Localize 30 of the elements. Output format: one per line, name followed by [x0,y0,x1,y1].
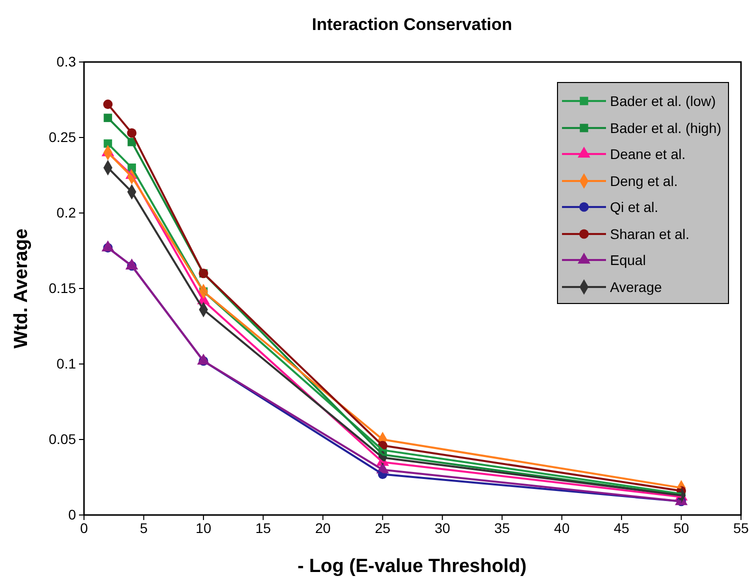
y-tick-label: 0.1 [56,355,76,372]
y-tick-label: 0.25 [48,128,76,145]
x-tick-label: 25 [374,520,391,536]
y-tick-label: 0.15 [48,280,76,296]
y-tick-label: 0.05 [48,430,76,447]
legend-label: Qi et al. [610,199,658,216]
x-tick-label: 5 [140,520,148,536]
x-axis-title: - Log (E-value Threshold) [297,556,527,577]
y-tick-label: 0.3 [56,53,76,70]
legend-label: Sharan et al. [610,226,690,242]
x-tick-label: 35 [494,520,510,536]
x-tick-label: 10 [196,520,212,536]
x-tick-label: 0 [80,520,88,536]
chart-title: Interaction Conservation [312,15,512,34]
x-tick-label: 55 [733,520,749,536]
x-tick-label: 30 [434,520,450,536]
legend-label: Deane et al. [610,146,686,162]
legend-label: Average [610,278,662,295]
x-tick-label: 45 [614,520,630,536]
legend-label: Bader et al. (low) [610,93,716,110]
x-tick-label: 20 [315,520,331,536]
y-axis-title: Wtd. Average [11,228,32,349]
legend-label: Bader et al. (high) [610,120,722,136]
y-tick-label: 0 [68,506,76,522]
x-tick-label: 15 [255,520,272,536]
y-tick-label: 0.2 [56,204,76,220]
legend-label: Deng et al. [610,172,678,189]
x-tick-label: 40 [554,520,570,536]
legend-label: Equal [610,252,646,268]
x-tick-label: 50 [673,520,690,536]
